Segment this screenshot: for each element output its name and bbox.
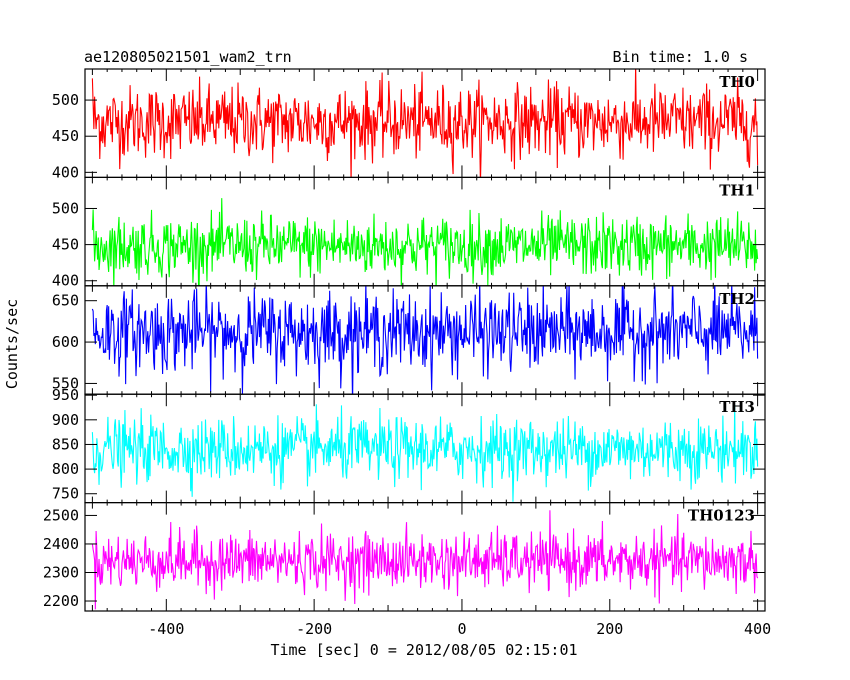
- y-tick-label: 500: [52, 91, 79, 109]
- y-tick-label: 2300: [43, 563, 79, 581]
- y-axis-label: Counts/sec: [3, 299, 21, 389]
- y-tick-label: 450: [52, 127, 79, 145]
- y-tick-label: 450: [52, 236, 79, 254]
- x-axis-label: Time [sec] 0 = 2012/08/05 02:15:01: [270, 641, 577, 659]
- panel-label-th0123: TH0123: [688, 507, 755, 525]
- series-line-th2: [91, 285, 759, 395]
- panel-label-th2: TH2: [719, 290, 755, 308]
- x-tick-label: 200: [596, 620, 623, 638]
- y-tick-label: 900: [52, 411, 79, 429]
- x-tick-label: 0: [457, 620, 466, 638]
- panel-frame: [84, 502, 766, 612]
- panel-label-th0: TH0: [719, 73, 755, 91]
- series-line-th0123: [91, 510, 759, 610]
- panel-th3: 750 800 850 900 950 TH3: [52, 386, 766, 504]
- series-line-th0: [91, 69, 759, 178]
- y-tick-label: 2200: [43, 592, 79, 610]
- y-tick-label: 850: [52, 435, 79, 453]
- y-tick-label: 550: [52, 374, 79, 392]
- y-tick-label: 650: [52, 292, 79, 310]
- y-tick-label: 800: [52, 460, 79, 478]
- y-tick-label: 400: [52, 163, 79, 181]
- bin-time-label: Bin time: 1.0 s: [613, 48, 748, 66]
- y-tick-label: 400: [52, 272, 79, 290]
- panel-label-th3: TH3: [719, 398, 755, 416]
- series-line-th1: [91, 198, 759, 286]
- panel-th0123: 2200 2300 2400 2500 TH0123: [43, 502, 766, 612]
- x-tick-label: 400: [744, 620, 771, 638]
- y-tick-label: 750: [52, 485, 79, 503]
- y-tick-label: 600: [52, 333, 79, 351]
- panel-th0: 400 450 500 TH0: [52, 68, 766, 181]
- x-tick-label: -400: [148, 620, 184, 638]
- y-tick-label: 2400: [43, 535, 79, 553]
- panel-th1: 400 450 500 TH1: [52, 176, 766, 290]
- y-tick-label: 2500: [43, 506, 79, 524]
- y-tick-label: 500: [52, 199, 79, 217]
- series-line-th3: [91, 404, 759, 502]
- y-tick-label: 950: [52, 386, 79, 404]
- panels-group: 400 450 500 TH0 400 450 500 TH1 550 600 650 TH2 750 8…: [43, 68, 771, 638]
- panel-label-th1: TH1: [719, 181, 755, 199]
- panel-th2: 550 600 650 TH2: [52, 285, 766, 395]
- chart-title: ae120805021501_wam2_trn: [84, 48, 292, 66]
- x-tick-label: -200: [296, 620, 332, 638]
